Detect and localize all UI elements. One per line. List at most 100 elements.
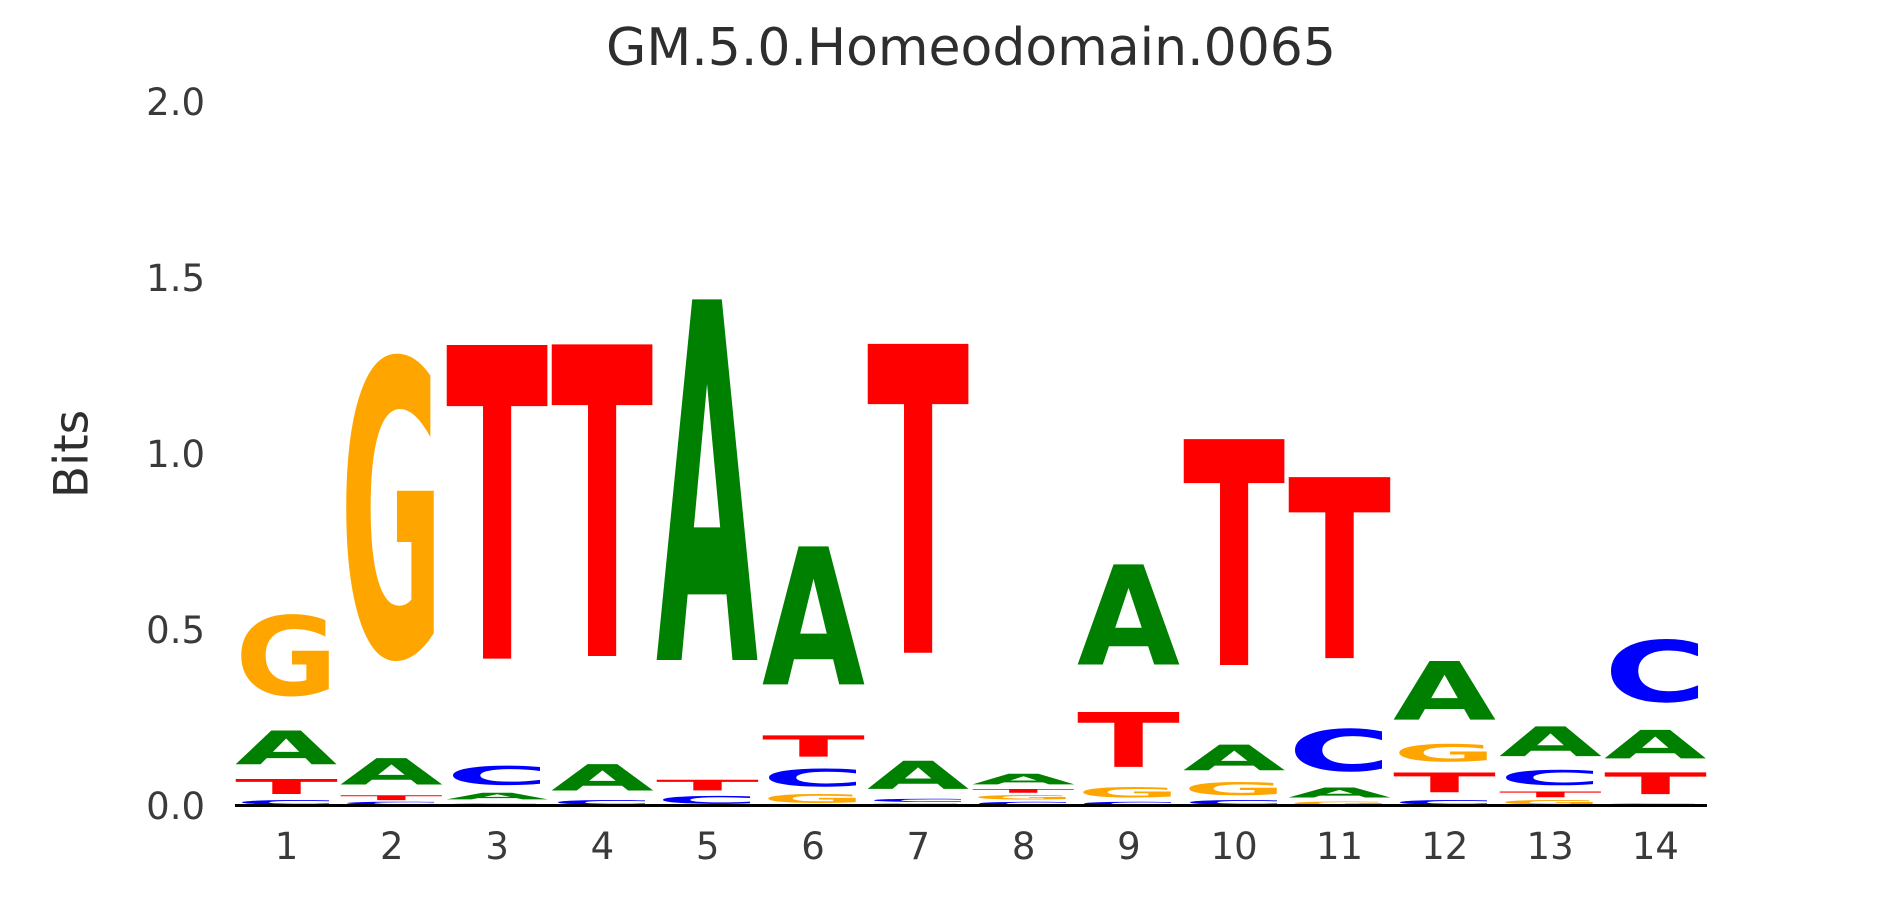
logo-letter-G-pos1: G xyxy=(235,595,338,722)
logo-letter-A-pos11: A xyxy=(1288,785,1391,801)
svg-text:A: A xyxy=(446,791,549,802)
y-tick-label: 1.5 xyxy=(146,257,205,300)
y-tick-label: 0.5 xyxy=(146,609,205,652)
x-tick-label: 3 xyxy=(485,825,509,868)
svg-text:T: T xyxy=(972,788,1075,794)
svg-text:T: T xyxy=(1183,378,1285,738)
svg-text:C: C xyxy=(235,799,338,806)
svg-text:G: G xyxy=(1077,785,1180,801)
logo-letter-G-pos14: G xyxy=(1604,802,1707,806)
x-tick-label: 6 xyxy=(801,825,825,868)
logo-letter-T-pos13: T xyxy=(1499,790,1602,799)
svg-text:T: T xyxy=(867,260,970,753)
logo-letter-T-pos6: T xyxy=(762,730,865,764)
svg-text:A: A xyxy=(1183,738,1286,779)
svg-text:A: A xyxy=(1499,719,1602,766)
svg-text:T: T xyxy=(1077,697,1180,784)
logo-letter-C-pos14: C xyxy=(1604,623,1707,721)
logo-letter-C-pos8: C xyxy=(972,801,1075,806)
logo-letter-A-pos7: A xyxy=(867,753,970,798)
svg-text:T: T xyxy=(235,775,338,799)
logo-letter-G-pos2: G xyxy=(340,278,443,751)
svg-text:A: A xyxy=(867,753,969,798)
svg-text:G: G xyxy=(340,278,443,751)
svg-text:G: G xyxy=(446,802,549,806)
chart-title: GM.5.0.Homeodomain.0065 xyxy=(606,18,1336,78)
logo-letter-T-pos12: T xyxy=(1393,767,1496,799)
logo-letter-A-pos4: A xyxy=(551,757,654,799)
logo-letter-T-pos7: T xyxy=(867,260,970,753)
logo-letter-C-pos11: C xyxy=(1288,718,1391,785)
logo-letter-C-pos13: C xyxy=(1499,766,1602,790)
svg-text:C: C xyxy=(1183,799,1286,806)
logo-letter-T-pos9: T xyxy=(1077,697,1180,784)
logo-letter-C-pos2: C xyxy=(340,801,443,806)
logo-letter-T-pos2: T xyxy=(340,794,443,802)
x-tick-label: 2 xyxy=(380,825,404,868)
svg-text:A: A xyxy=(762,510,865,730)
x-tick-label: 11 xyxy=(1315,825,1364,868)
svg-text:A: A xyxy=(340,752,443,794)
svg-text:C: C xyxy=(1393,799,1496,806)
svg-text:C: C xyxy=(1499,766,1602,790)
logo-letter-T-pos14: T xyxy=(1604,767,1707,801)
logo-letter-G-pos11: G xyxy=(1288,801,1391,806)
svg-text:T: T xyxy=(551,259,654,756)
logo-letter-G-pos9: G xyxy=(1077,785,1180,801)
svg-text:A: A xyxy=(1288,785,1391,801)
logo-letter-C-pos3: C xyxy=(446,761,549,791)
logo-letter-A-pos2: A xyxy=(340,751,443,794)
logo-letter-C-pos7: C xyxy=(867,798,970,803)
x-tick-label: 1 xyxy=(274,825,299,868)
logo-letter-A-pos10: A xyxy=(1183,738,1286,779)
svg-text:T: T xyxy=(1288,429,1391,717)
x-tick-label: 10 xyxy=(1210,825,1258,868)
svg-text:G: G xyxy=(1604,802,1707,806)
logo-letter-G-pos12: G xyxy=(1393,739,1496,767)
logo-letter-A-pos3: A xyxy=(446,791,549,802)
svg-text:C: C xyxy=(446,761,549,791)
logo-letter-G-pos10: G xyxy=(1183,779,1286,799)
x-tick-label: 9 xyxy=(1117,825,1141,868)
svg-text:G: G xyxy=(1183,779,1286,799)
logo-letter-A-pos5: A xyxy=(656,201,759,777)
logo-letter-C-pos1: C xyxy=(235,799,338,806)
svg-text:A: A xyxy=(1393,646,1496,739)
logo-letter-G-pos6: G xyxy=(762,792,865,806)
svg-text:T: T xyxy=(340,794,443,802)
svg-text:T: T xyxy=(446,260,549,760)
logo-letter-G-pos13: G xyxy=(1499,799,1602,806)
svg-text:A: A xyxy=(551,757,654,799)
logo-letter-T-pos10: T xyxy=(1183,377,1286,738)
svg-text:G: G xyxy=(1288,801,1391,806)
svg-text:C: C xyxy=(1288,718,1391,785)
logo-letter-C-pos5: C xyxy=(656,794,759,806)
svg-text:G: G xyxy=(762,792,865,806)
logo-letter-T-pos8: T xyxy=(972,788,1075,794)
x-tick-label: 7 xyxy=(906,825,931,868)
x-axis-line xyxy=(235,804,1707,807)
logo-letter-G-pos8: G xyxy=(972,794,1075,801)
logo-letter-T-pos5: T xyxy=(656,777,759,794)
svg-text:C: C xyxy=(867,798,970,803)
logo-letter-A-pos12: A xyxy=(1393,646,1496,739)
svg-text:G: G xyxy=(1393,739,1496,767)
logo-letter-C-pos9: C xyxy=(1077,801,1180,806)
logo-letter-A-pos6: A xyxy=(762,510,865,730)
logo-letter-A-pos13: A xyxy=(1499,718,1602,766)
logo-letter-T-pos3: T xyxy=(446,260,549,761)
x-tick-label: 12 xyxy=(1421,825,1469,868)
logo-letter-A-pos8: A xyxy=(972,771,1075,788)
logo-letter-A-pos9: A xyxy=(1077,537,1180,697)
svg-text:G: G xyxy=(972,794,1075,801)
x-tick-label: 4 xyxy=(590,825,615,868)
logo-letter-T-pos11: T xyxy=(1288,429,1391,718)
logo-letter-C-pos4: C xyxy=(551,799,654,806)
svg-text:T: T xyxy=(1499,790,1602,799)
x-tick-label: 8 xyxy=(1011,825,1036,868)
x-tick-label: 14 xyxy=(1631,825,1679,868)
svg-text:A: A xyxy=(972,771,1075,788)
x-tick-label: 5 xyxy=(695,825,720,868)
